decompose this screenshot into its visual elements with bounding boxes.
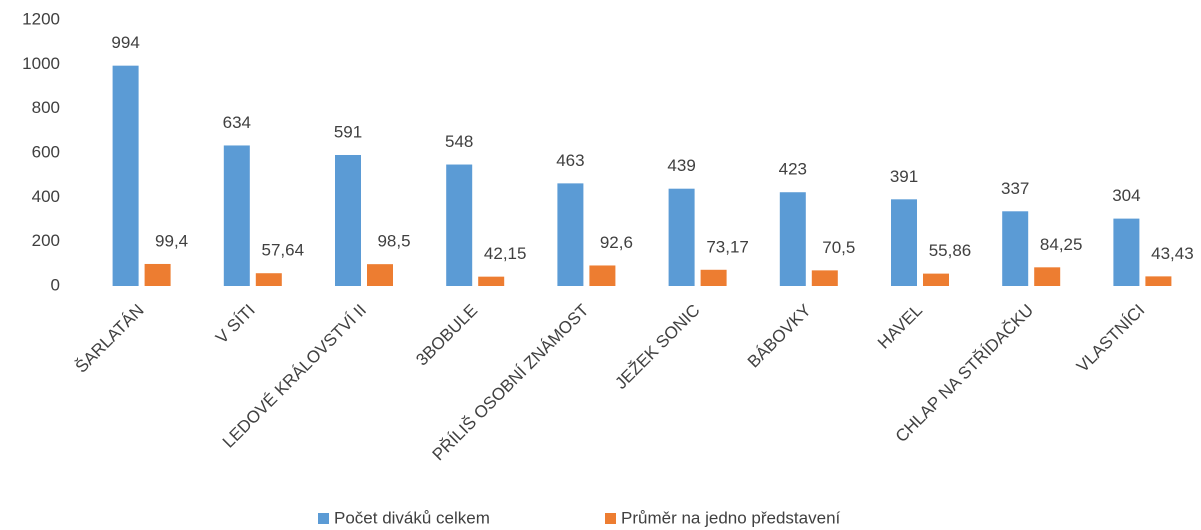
legend-label: Počet diváků celkem	[334, 508, 490, 527]
bar	[923, 273, 949, 286]
y-tick-label: 1000	[22, 54, 60, 73]
x-tick-label: BÁBOVKY	[744, 301, 815, 372]
x-tick-label: VLASTNÍCI	[1073, 301, 1149, 377]
data-label: 391	[890, 167, 918, 186]
bar	[255, 273, 282, 286]
x-tick-label: HAVEL	[874, 301, 926, 353]
bar	[335, 154, 361, 286]
bar	[223, 145, 250, 286]
bar	[557, 183, 584, 286]
x-tick-label: V SÍTI	[212, 301, 259, 348]
bar	[589, 265, 616, 286]
data-label: 423	[779, 160, 807, 179]
bar	[1002, 211, 1029, 286]
data-label: 98,5	[377, 232, 410, 251]
data-label: 337	[1001, 179, 1029, 198]
x-tick-label: ŠARLATÁN	[72, 301, 148, 377]
y-tick-label: 800	[32, 98, 60, 117]
bar	[891, 199, 917, 286]
y-tick-label: 600	[32, 142, 60, 161]
data-label: 70,5	[822, 238, 855, 257]
bar	[446, 164, 473, 286]
y-tick-label: 400	[32, 187, 60, 206]
data-label: 92,6	[600, 233, 633, 252]
bar	[668, 188, 695, 286]
bar	[367, 264, 393, 286]
data-label: 99,4	[155, 231, 188, 250]
data-label: 591	[334, 122, 362, 141]
legend-swatch	[318, 513, 329, 524]
data-label: 548	[445, 132, 473, 151]
data-label: 43,43	[1151, 244, 1194, 263]
bar	[112, 65, 139, 286]
bar	[700, 269, 727, 286]
data-label: 439	[667, 156, 695, 175]
data-label: 634	[223, 113, 251, 132]
bar	[1113, 218, 1140, 286]
legend-swatch	[605, 513, 616, 524]
y-tick-label: 0	[51, 275, 60, 294]
data-label: 42,15	[484, 244, 527, 263]
data-label: 73,17	[706, 237, 749, 256]
data-label: 55,86	[929, 241, 972, 260]
bar	[144, 263, 171, 286]
data-label: 463	[556, 151, 584, 170]
bar	[779, 192, 806, 286]
bar	[478, 276, 505, 286]
data-label: 994	[111, 33, 139, 52]
y-tick-label: 200	[32, 231, 60, 250]
legend-label: Průměr na jedno představení	[621, 508, 841, 527]
bar	[811, 270, 838, 286]
bar	[1034, 267, 1061, 286]
bar	[1145, 276, 1172, 286]
x-tick-label: JEŽEK SONIC	[611, 301, 703, 393]
data-label: 57,64	[262, 241, 305, 260]
data-label: 84,25	[1040, 235, 1083, 254]
data-label: 304	[1112, 186, 1140, 205]
y-tick-label: 1200	[22, 9, 60, 28]
x-tick-label: 3BOBULE	[412, 301, 481, 370]
